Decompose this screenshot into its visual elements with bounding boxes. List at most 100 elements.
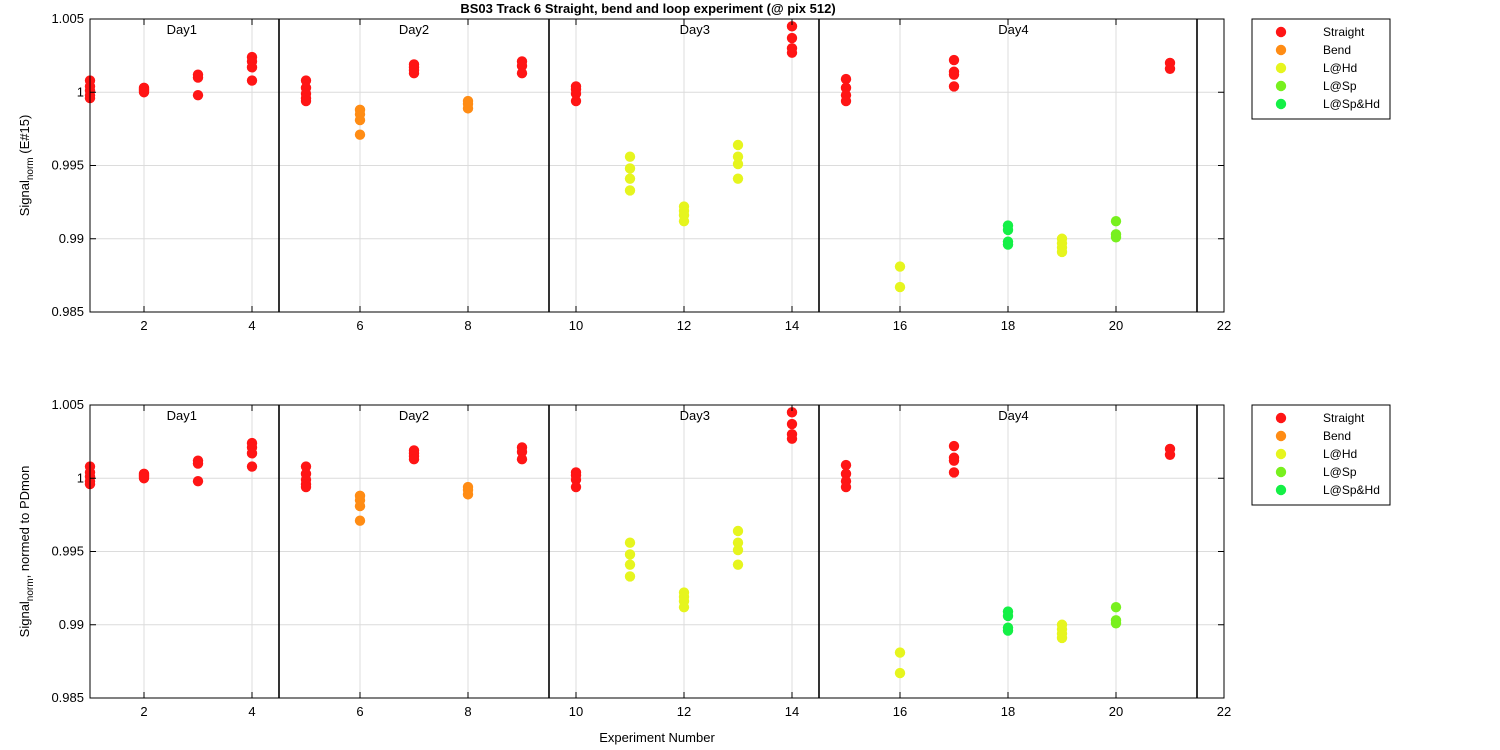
- x-tick-label: 18: [1001, 704, 1015, 719]
- data-point: [678, 215, 690, 227]
- y-axis-label-main: Signal: [17, 601, 32, 637]
- y-tick-label: 0.995: [51, 158, 84, 173]
- figure-title: BS03 Track 6 Straight, bend and loop exp…: [460, 1, 835, 16]
- y-tick-label: 0.985: [51, 690, 84, 705]
- data-point: [624, 185, 636, 196]
- day-label: Day1: [167, 22, 197, 37]
- data-point: [786, 418, 798, 430]
- data-point: [192, 89, 204, 101]
- data-point: [300, 461, 312, 472]
- data-point: [462, 103, 474, 114]
- x-tick-label: 22: [1217, 318, 1231, 333]
- data-point: [138, 473, 150, 484]
- x-tick-label: 2: [140, 318, 147, 333]
- data-point: [624, 571, 636, 582]
- data-point: [354, 114, 366, 126]
- x-tick-label: 22: [1217, 704, 1231, 719]
- data-point: [732, 559, 744, 570]
- data-point: [354, 515, 366, 526]
- data-point: [408, 454, 420, 465]
- data-point: [192, 475, 204, 487]
- data-point: [516, 454, 528, 465]
- legend-box: [1251, 18, 1391, 120]
- data-point: [732, 158, 744, 170]
- data-point: [570, 95, 582, 107]
- data-point: [1002, 239, 1014, 250]
- y-axis-label-sub: norm: [25, 578, 36, 601]
- data-point: [894, 281, 906, 293]
- y-tick-label: 0.995: [51, 544, 84, 559]
- legend-marker: [1275, 98, 1287, 110]
- legend-box: [1251, 404, 1391, 506]
- data-point: [570, 88, 582, 99]
- legend-entry: L@Hd: [1323, 447, 1357, 461]
- data-point: [1110, 601, 1122, 613]
- legend-entry: Bend: [1323, 429, 1351, 443]
- data-point: [786, 433, 798, 444]
- x-tick-label: 4: [248, 704, 255, 719]
- x-tick-label: 10: [569, 704, 583, 719]
- legend: Straight Bend L@Hd L@Sp L@Sp&Hd: [1251, 18, 1391, 120]
- data-point: [624, 173, 636, 184]
- data-point: [786, 21, 798, 32]
- data-point: [894, 647, 906, 658]
- x-tick-label: 16: [893, 704, 907, 719]
- data-point: [948, 455, 960, 466]
- data-point: [678, 601, 690, 613]
- legend-entry: Bend: [1323, 43, 1351, 57]
- data-point: [246, 62, 258, 73]
- data-point: [624, 549, 636, 560]
- legend-entry: L@Sp&Hd: [1323, 483, 1380, 497]
- data-point: [1056, 246, 1068, 258]
- data-point: [570, 474, 582, 485]
- data-point: [624, 537, 636, 548]
- legend: Straight Bend L@Hd L@Sp L@Sp&Hd: [1251, 404, 1391, 506]
- data-point: [246, 75, 258, 86]
- y-tick-label: 1.005: [51, 11, 84, 26]
- data-point: [1056, 632, 1068, 644]
- y-axis-label-sub: norm: [25, 157, 36, 180]
- y-tick-label: 1: [77, 84, 84, 99]
- y-axis-label: Signalnorm (E#15): [17, 115, 36, 217]
- data-point: [732, 544, 744, 556]
- x-tick-label: 18: [1001, 318, 1015, 333]
- data-point: [1164, 449, 1176, 461]
- legend-entry: L@Sp: [1323, 79, 1357, 93]
- data-point: [732, 151, 744, 162]
- panel-2: Day1 Day2 Day3 Day4 2 4 6 8 10 12 14 16 18 20 22 0.985 0…: [17, 397, 1391, 745]
- x-tick-label: 12: [677, 704, 691, 719]
- x-tick-label: 6: [356, 318, 363, 333]
- data-point: [192, 458, 204, 469]
- data-point: [894, 261, 906, 272]
- data-point: [732, 537, 744, 548]
- legend-marker: [1275, 448, 1287, 460]
- data-point: [138, 87, 150, 98]
- day-label: Day3: [680, 22, 710, 37]
- data-point: [462, 489, 474, 500]
- data-point: [840, 459, 852, 471]
- day-label: Day2: [399, 22, 429, 37]
- data-point: [948, 440, 960, 452]
- data-point: [300, 95, 312, 107]
- legend-marker: [1275, 62, 1287, 74]
- data-point: [840, 95, 852, 107]
- data-point: [1002, 610, 1014, 622]
- legend-marker: [1275, 430, 1287, 442]
- data-point: [1164, 63, 1176, 75]
- panel-1: Day1 Day2 Day3 Day4 2 4 6 8 10 12 14 16 18 20 22 0.985 0…: [17, 11, 1391, 333]
- day-label: Day4: [998, 408, 1028, 423]
- x-tick-label: 10: [569, 318, 583, 333]
- data-point: [1002, 625, 1014, 636]
- data-point: [948, 81, 960, 92]
- data-point: [516, 60, 528, 72]
- data-point: [840, 468, 852, 480]
- data-point: [516, 68, 528, 79]
- y-tick-label: 0.985: [51, 304, 84, 319]
- day-label: Day1: [167, 408, 197, 423]
- x-axis-label: Experiment Number: [599, 730, 715, 745]
- legend-marker: [1275, 466, 1287, 478]
- legend-entry: L@Hd: [1323, 61, 1357, 75]
- data-point: [408, 68, 420, 79]
